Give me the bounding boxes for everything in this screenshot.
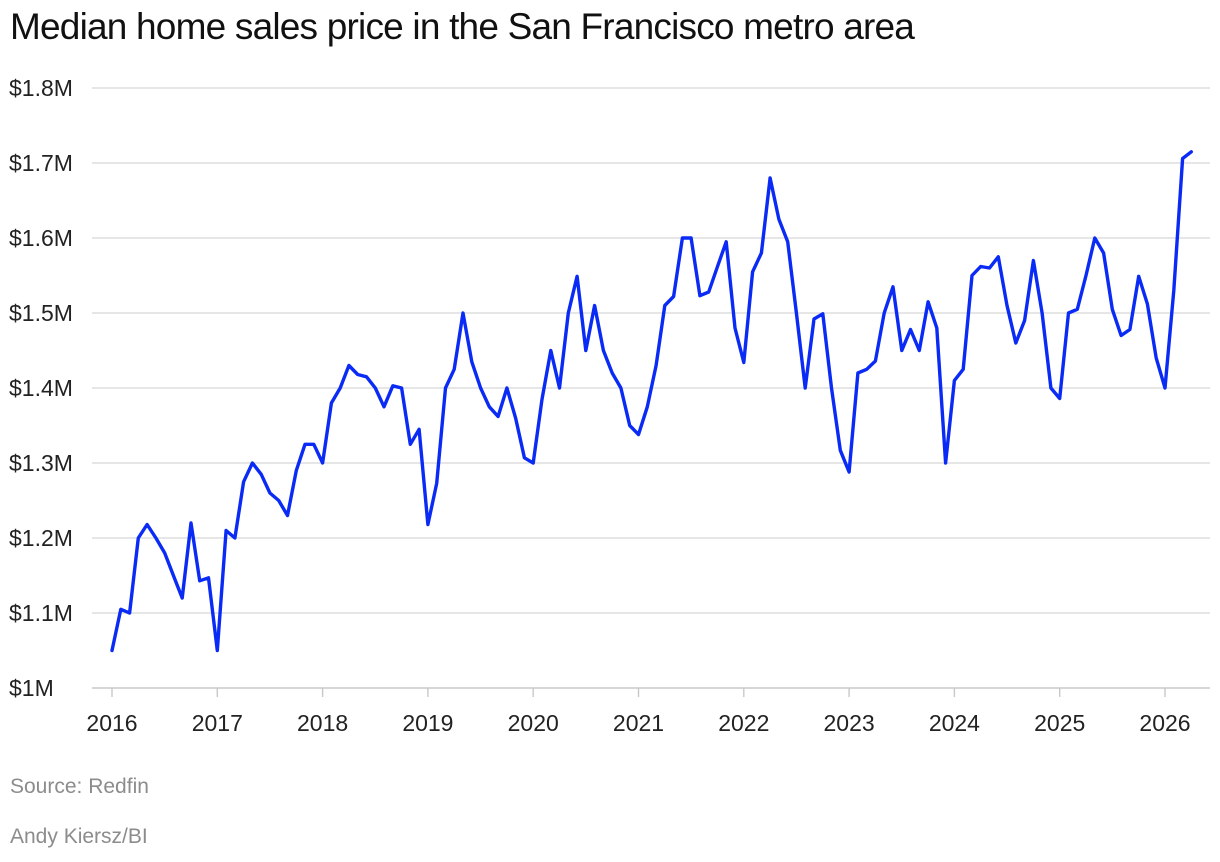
x-tick-label: 2022 [718,710,769,736]
y-tick-label: $1.2M [9,525,73,551]
x-axis-ticks: 2016 2017 2018 2019 2020 2021 2022 2023 2024 2025… [86,688,1191,736]
source-note: Source: Redfin [10,775,149,798]
series-line [110,150,1194,653]
series-layer [110,150,1194,653]
gridlines [92,87,1210,689]
x-tick-label: 2024 [929,710,980,736]
y-axis-ticks: $1M $1.1M $1.2M $1.3M $1.4M $1.5M $1.6M $1.7M $1… [9,75,73,701]
x-tick-label: 2017 [192,710,243,736]
x-tick-label: 2021 [613,710,664,736]
chart-title: Median home sales price in the San Franc… [10,6,915,47]
x-tick-label: 2016 [86,710,137,736]
credit-note: Andy Kiersz/BI [10,825,148,848]
y-tick-label: $1.6M [9,225,73,251]
y-tick-label: $1.3M [9,450,73,476]
y-tick-label: $1.5M [9,300,73,326]
x-tick-label: 2025 [1034,710,1085,736]
y-tick-label: $1.7M [9,150,73,176]
x-tick-label: 2019 [402,710,453,736]
y-tick-label: $1.4M [9,375,73,401]
x-tick-label: 2023 [824,710,875,736]
x-tick-label: 2020 [508,710,559,736]
y-tick-label: $1M [9,675,54,701]
y-tick-label: $1.8M [9,75,73,101]
x-tick-label: 2018 [297,710,348,736]
x-tick-label: 2026 [1139,710,1190,736]
y-tick-label: $1.1M [9,600,73,626]
